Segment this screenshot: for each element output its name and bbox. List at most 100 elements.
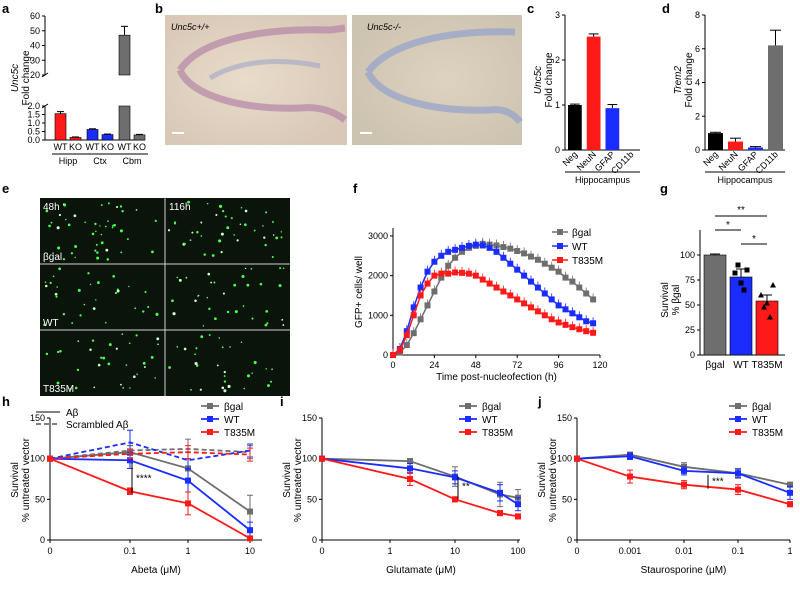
cell-dot bbox=[265, 310, 269, 313]
cell-dot bbox=[221, 386, 225, 390]
cell-dot bbox=[226, 226, 230, 230]
panel-i-y-label: Survival% untreated vector bbox=[282, 437, 304, 522]
cell-dot bbox=[69, 387, 72, 390]
micrograph-left-label: Unc5c+/+ bbox=[171, 22, 210, 32]
x-tick-label: 72 bbox=[512, 360, 522, 370]
y-tick-label: 50 bbox=[685, 300, 695, 310]
cell-dot bbox=[200, 335, 204, 339]
data-point bbox=[410, 312, 417, 319]
time-label-116h: 116h bbox=[169, 202, 191, 213]
cell-dot bbox=[100, 241, 104, 245]
y-tick-label: 0 bbox=[40, 535, 45, 545]
bar bbox=[86, 129, 99, 141]
x-tick-label: 96 bbox=[554, 360, 564, 370]
cell-dot bbox=[96, 251, 99, 254]
cell-dot bbox=[56, 350, 60, 354]
panel-d-y-label-part: Trem2 bbox=[673, 65, 684, 94]
cell-dot bbox=[108, 343, 112, 347]
cell-dot bbox=[126, 238, 129, 241]
cell-dot bbox=[128, 285, 130, 288]
y-tick-label: 1.0 bbox=[27, 118, 40, 128]
cell-dot bbox=[207, 272, 211, 276]
legend-marker bbox=[557, 243, 563, 249]
row-label-wt: WT bbox=[43, 318, 59, 329]
cell-dot bbox=[111, 226, 114, 229]
legend-label: WT bbox=[482, 415, 498, 426]
panel-i-y-label-part: Survival bbox=[282, 462, 293, 498]
data-point bbox=[438, 274, 445, 281]
data-point bbox=[515, 501, 521, 508]
cell-dot bbox=[115, 347, 118, 350]
data-point bbox=[493, 242, 500, 249]
panel-c-group-label: Hippocampus bbox=[575, 175, 631, 185]
legend-label: WT bbox=[224, 415, 240, 426]
y-tick-label: 30 bbox=[30, 55, 40, 65]
cell-dot bbox=[135, 209, 138, 211]
panel-h-series-line bbox=[49, 451, 251, 460]
cell-dot bbox=[142, 310, 145, 313]
data-point bbox=[445, 270, 452, 277]
data-point bbox=[486, 280, 493, 287]
data-point bbox=[627, 473, 633, 480]
cell-dot bbox=[96, 281, 100, 284]
data-point bbox=[431, 288, 438, 295]
cell-dot bbox=[107, 202, 110, 205]
data-point bbox=[569, 324, 576, 331]
legend-label: WT bbox=[752, 415, 768, 426]
cell-dot bbox=[92, 307, 96, 311]
data-point bbox=[507, 260, 514, 267]
cell-dot bbox=[221, 346, 224, 349]
data-point bbox=[521, 250, 528, 257]
panel-h-y-label-part: Survival bbox=[10, 462, 21, 498]
cell-dot bbox=[239, 223, 242, 226]
cell-dot bbox=[73, 214, 77, 218]
data-point bbox=[583, 318, 590, 325]
cell-dot bbox=[54, 292, 58, 296]
cell-dot bbox=[253, 229, 256, 232]
y-axis-label-part: Unc5c bbox=[10, 64, 21, 92]
data-point bbox=[576, 284, 583, 291]
cell-dot bbox=[121, 209, 124, 213]
data-point bbox=[590, 329, 597, 336]
y-tick-label: 0 bbox=[555, 145, 560, 155]
cell-dot bbox=[94, 222, 97, 226]
cell-dot bbox=[223, 380, 227, 383]
bar bbox=[755, 300, 779, 356]
cell-dot bbox=[67, 223, 71, 227]
cell-dot bbox=[151, 250, 154, 254]
cell-dot bbox=[95, 230, 97, 233]
y-tick-label: 6 bbox=[695, 44, 700, 54]
cell-dot bbox=[95, 243, 98, 246]
cell-dot bbox=[263, 236, 266, 239]
cell-dot bbox=[264, 243, 267, 247]
cell-dot bbox=[116, 289, 120, 293]
cell-dot bbox=[200, 221, 203, 224]
cell-dot bbox=[282, 324, 285, 326]
panel-h-x-label: Abeta (μM) bbox=[131, 565, 181, 576]
cell-dot bbox=[271, 368, 273, 371]
cell-dot bbox=[154, 377, 156, 379]
cell-dot bbox=[83, 303, 86, 306]
panel-c-y-label-part: Unc5c bbox=[533, 66, 544, 94]
cell-dot bbox=[59, 349, 62, 353]
panel-h-y-label: Survival% untreated vector bbox=[10, 437, 32, 522]
data-point bbox=[396, 347, 403, 354]
cell-dot bbox=[168, 366, 171, 369]
panel-i-x-label: Glutamate (μM) bbox=[386, 565, 456, 576]
data-point bbox=[681, 481, 687, 488]
legend-label: βgal bbox=[224, 402, 243, 413]
data-point bbox=[583, 328, 590, 335]
cell-dot bbox=[206, 202, 209, 205]
y-tick-label: 0 bbox=[383, 350, 388, 360]
y-tick-label: 1.5 bbox=[27, 110, 40, 120]
panel-c-y-label-part: Fold change bbox=[544, 52, 555, 107]
cell-dot bbox=[100, 356, 103, 359]
y-tick-label: 0.0 bbox=[27, 135, 40, 145]
data-point bbox=[403, 332, 410, 339]
data-point bbox=[247, 535, 253, 542]
cell-dot bbox=[230, 217, 233, 220]
data-point bbox=[555, 268, 562, 275]
cell-dot bbox=[58, 267, 62, 271]
cell-dot bbox=[227, 384, 231, 389]
data-point bbox=[407, 465, 413, 472]
